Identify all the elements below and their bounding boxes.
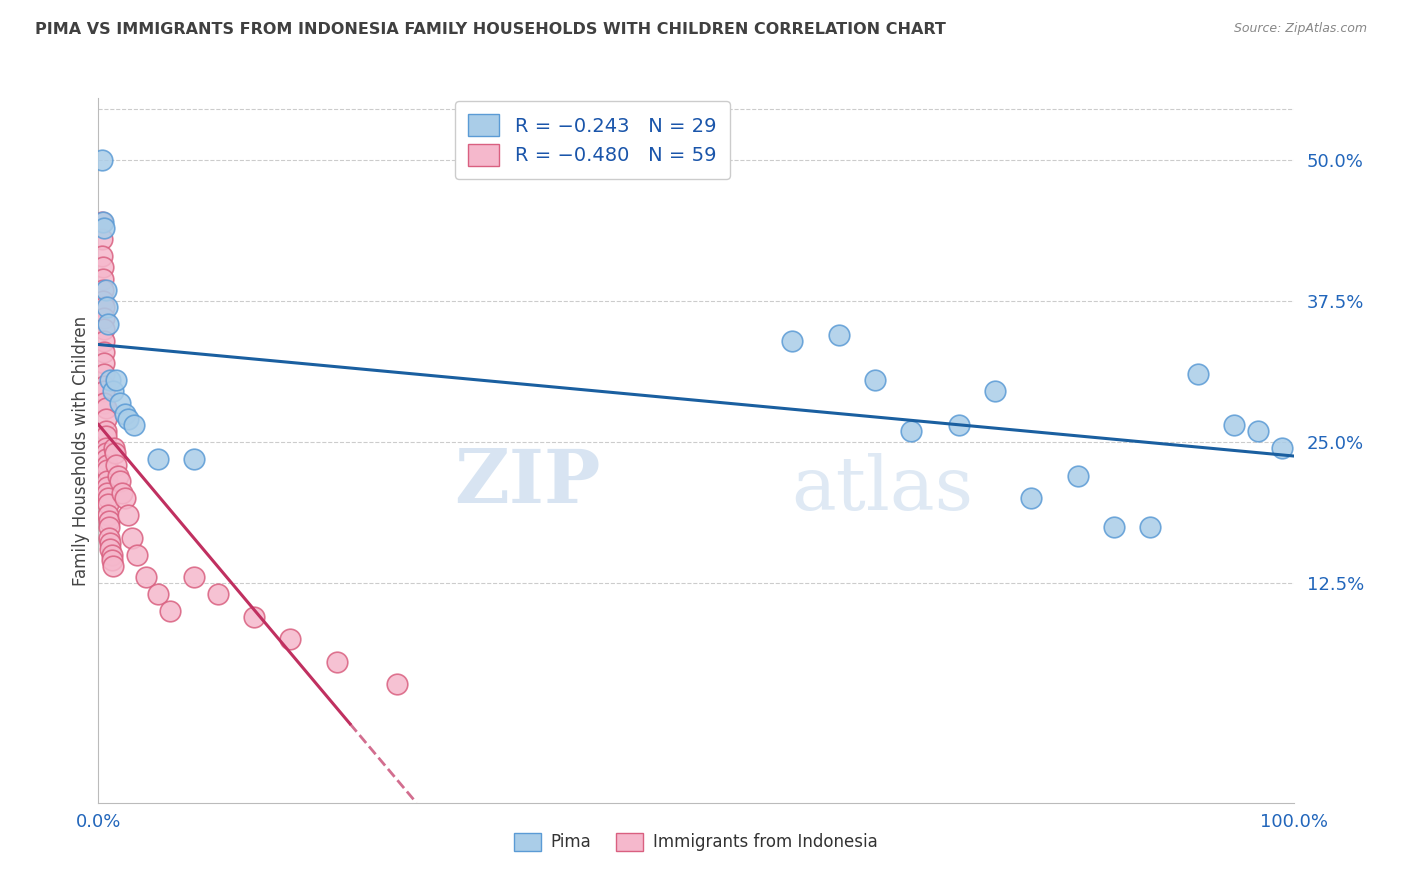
Point xyxy=(117,412,139,426)
Point xyxy=(96,300,118,314)
Point xyxy=(91,215,114,229)
Point xyxy=(98,519,121,533)
Point xyxy=(94,424,117,438)
Point xyxy=(96,463,118,477)
Point xyxy=(101,384,124,399)
Point xyxy=(93,334,115,348)
Point xyxy=(93,368,115,382)
Point xyxy=(1271,441,1294,455)
Point xyxy=(278,632,301,647)
Point xyxy=(98,514,121,528)
Point xyxy=(124,418,146,433)
Y-axis label: Family Households with Children: Family Households with Children xyxy=(72,316,90,585)
Point xyxy=(1067,468,1090,483)
Point xyxy=(98,542,122,557)
Text: Source: ZipAtlas.com: Source: ZipAtlas.com xyxy=(1233,22,1367,36)
Point xyxy=(105,373,128,387)
Point xyxy=(114,491,136,506)
Point xyxy=(100,553,122,567)
Point xyxy=(385,677,409,691)
Point xyxy=(98,531,121,545)
Point xyxy=(91,153,114,168)
Point xyxy=(91,271,114,285)
Point xyxy=(984,384,1007,399)
Point xyxy=(108,395,131,409)
Point xyxy=(183,570,205,584)
Point xyxy=(93,300,115,314)
Point xyxy=(93,384,115,399)
Point xyxy=(103,441,125,455)
Point xyxy=(101,559,124,574)
Point xyxy=(94,429,117,443)
Point xyxy=(1223,418,1246,433)
Point xyxy=(1139,519,1161,533)
Point xyxy=(108,475,131,489)
Point xyxy=(93,310,115,325)
Point xyxy=(96,485,118,500)
Point xyxy=(96,475,118,489)
Point xyxy=(91,283,114,297)
Point xyxy=(91,294,114,309)
Point xyxy=(94,283,117,297)
Point xyxy=(1104,519,1126,533)
Point xyxy=(1019,491,1042,506)
Point xyxy=(1247,424,1270,438)
Point xyxy=(97,491,120,506)
Point xyxy=(91,232,114,246)
Point xyxy=(948,418,970,433)
Point xyxy=(93,322,115,336)
Point xyxy=(135,570,157,584)
Point xyxy=(148,451,170,466)
Point xyxy=(94,401,117,416)
Point xyxy=(91,215,114,229)
Point xyxy=(93,395,115,409)
Point xyxy=(97,497,120,511)
Point xyxy=(97,508,120,523)
Point xyxy=(93,356,115,370)
Point xyxy=(183,451,205,466)
Point xyxy=(94,412,117,426)
Point xyxy=(243,609,266,624)
Point xyxy=(125,548,148,562)
Point xyxy=(96,458,118,472)
Point xyxy=(93,220,115,235)
Point xyxy=(96,480,118,494)
Point xyxy=(114,407,136,421)
Point xyxy=(93,344,115,359)
Point xyxy=(326,655,349,669)
Point xyxy=(104,446,127,460)
Point xyxy=(111,485,134,500)
Point xyxy=(780,334,803,348)
Point xyxy=(1187,368,1209,382)
Point xyxy=(105,458,128,472)
Point xyxy=(207,587,229,601)
Point xyxy=(100,548,122,562)
Point xyxy=(900,424,922,438)
Point xyxy=(828,327,851,342)
Text: ZIP: ZIP xyxy=(454,446,600,518)
Point xyxy=(97,317,120,331)
Point xyxy=(159,604,181,618)
Point xyxy=(93,378,115,392)
Point xyxy=(94,446,117,460)
Point xyxy=(91,260,114,275)
Point xyxy=(107,468,129,483)
Point xyxy=(91,249,114,263)
Point xyxy=(148,587,170,601)
Text: atlas: atlas xyxy=(792,453,974,525)
Point xyxy=(117,508,139,523)
Point xyxy=(98,536,122,550)
Point xyxy=(94,441,117,455)
Point xyxy=(94,451,117,466)
Text: PIMA VS IMMIGRANTS FROM INDONESIA FAMILY HOUSEHOLDS WITH CHILDREN CORRELATION CH: PIMA VS IMMIGRANTS FROM INDONESIA FAMILY… xyxy=(35,22,946,37)
Point xyxy=(865,373,887,387)
Point xyxy=(98,373,122,387)
Legend: Pima, Immigrants from Indonesia: Pima, Immigrants from Indonesia xyxy=(508,826,884,858)
Point xyxy=(121,531,143,545)
